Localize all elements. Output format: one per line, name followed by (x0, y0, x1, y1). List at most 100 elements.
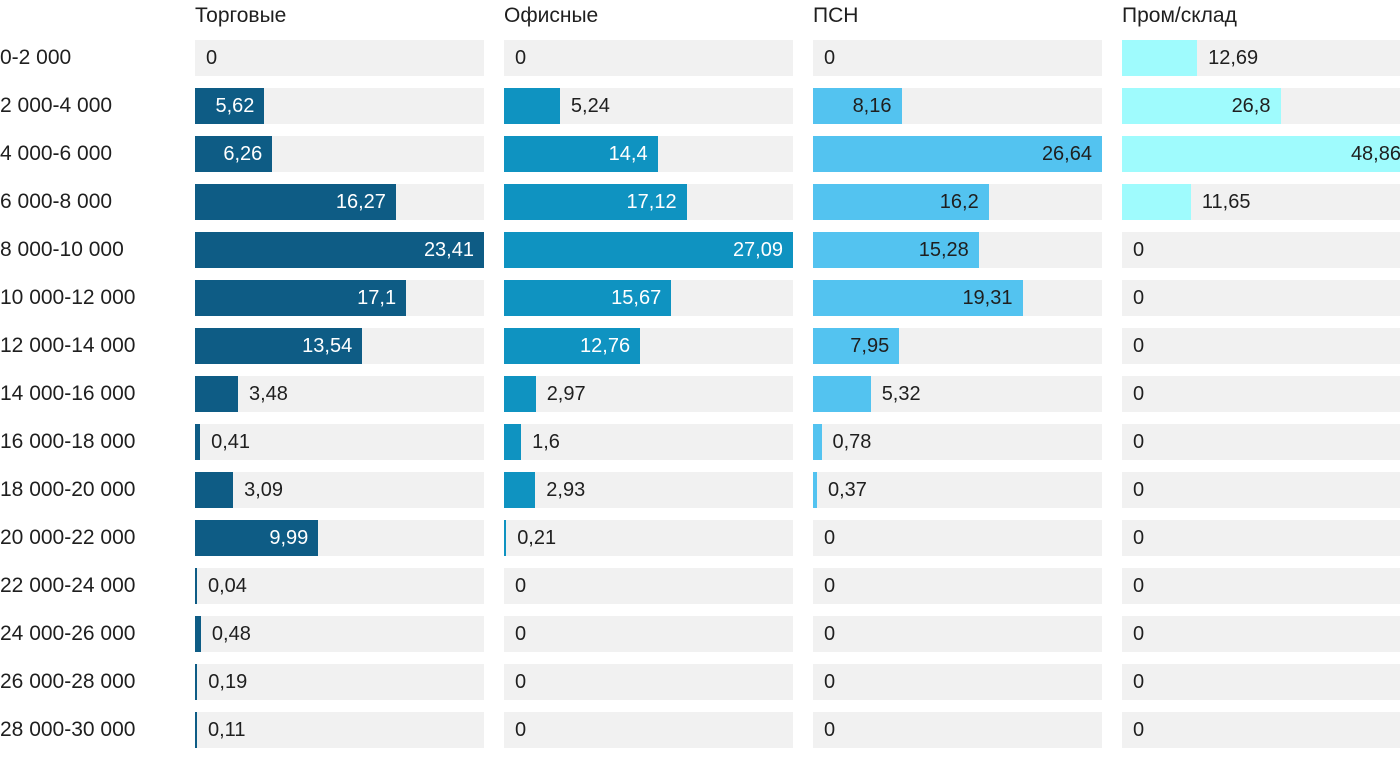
bar-value-label: 6,26 (223, 143, 263, 165)
bar[interactable] (813, 184, 989, 220)
bar[interactable] (1122, 40, 1198, 76)
bar[interactable] (813, 376, 871, 412)
bar[interactable] (1122, 184, 1191, 220)
row-label: 6 000-8 000 (0, 190, 113, 213)
bar-track: 5,62 (195, 88, 484, 124)
bar-track: 7,95 (813, 328, 1102, 364)
bar[interactable] (1122, 136, 1400, 172)
row-label: 24 000-26 000 (0, 622, 136, 645)
bar-track: 0 (195, 40, 484, 76)
bar-track: 5,24 (504, 88, 793, 124)
bar[interactable] (195, 88, 265, 124)
bar-track: 0 (813, 568, 1102, 604)
bar[interactable] (504, 520, 507, 556)
bar-value-label: 0 (824, 623, 836, 645)
bar[interactable] (504, 376, 536, 412)
bar[interactable] (195, 328, 363, 364)
bar[interactable] (504, 328, 641, 364)
bar[interactable] (813, 424, 822, 460)
bar-value-label: 0 (1133, 575, 1145, 597)
bar-track: 0 (504, 40, 793, 76)
row-label: 22 000-24 000 (0, 574, 136, 597)
column-header-2: Офисные (504, 4, 599, 27)
bar-value-label: 5,32 (881, 383, 921, 405)
bar[interactable] (504, 232, 793, 268)
bar-value-label: 0 (1133, 479, 1145, 501)
bar-track: 0 (813, 40, 1102, 76)
bar-track: 0 (1122, 520, 1400, 556)
bar-value-label: 7,95 (850, 335, 890, 357)
row-label: 16 000-18 000 (0, 430, 136, 453)
bar[interactable] (504, 184, 687, 220)
bar-track: 15,28 (813, 232, 1102, 268)
bar-track: 12,69 (1122, 40, 1400, 76)
bar-value-label: 19,31 (962, 287, 1013, 309)
bar-track: 0 (1122, 664, 1400, 700)
row-label: 2 000-4 000 (0, 94, 113, 117)
bar-track: 0 (1122, 424, 1400, 460)
bar-track: 0,04 (195, 568, 484, 604)
bar[interactable] (195, 232, 484, 268)
row-label: 10 000-12 000 (0, 286, 136, 309)
bar-value-label: 2,97 (546, 383, 586, 405)
bar-value-label: 12,76 (580, 335, 631, 357)
bar-value-label: 0,19 (208, 671, 248, 693)
bar-track: 0 (504, 664, 793, 700)
bar-value-label: 0 (515, 671, 527, 693)
bar-track: 1,6 (504, 424, 793, 460)
row-label: 20 000-22 000 (0, 526, 136, 549)
bar-track: 0,48 (195, 616, 484, 652)
bar[interactable] (195, 136, 273, 172)
bar[interactable] (195, 568, 197, 604)
bar[interactable] (195, 520, 319, 556)
bar-track: 6,26 (195, 136, 484, 172)
bar-value-label: 48,86 (1350, 143, 1400, 165)
bar[interactable] (813, 472, 817, 508)
bar[interactable] (195, 664, 198, 700)
bar-track: 13,54 (195, 328, 484, 364)
bar-value-label: 5,24 (570, 95, 610, 117)
bar[interactable] (813, 136, 1102, 172)
bar[interactable] (813, 232, 979, 268)
bar[interactable] (195, 616, 201, 652)
bar-value-label: 0,37 (828, 479, 867, 501)
bar-track: 17,12 (504, 184, 793, 220)
bar-track: 0,21 (504, 520, 793, 556)
bar[interactable] (504, 424, 522, 460)
bar[interactable] (504, 472, 536, 508)
bar-track: 12,76 (504, 328, 793, 364)
bar[interactable] (813, 280, 1023, 316)
bar[interactable] (195, 184, 396, 220)
bar-value-label: 11,65 (1201, 191, 1251, 213)
bar-track: 0 (813, 616, 1102, 652)
bar-value-label: 0 (1133, 527, 1145, 549)
bar-track: 3,48 (195, 376, 484, 412)
bar-value-label: 9,99 (269, 527, 309, 549)
bar[interactable] (195, 280, 407, 316)
bar-value-label: 0 (1133, 287, 1145, 309)
bar[interactable] (195, 424, 201, 460)
row-label: 14 000-16 000 (0, 382, 136, 405)
bar-track: 26,8 (1122, 88, 1400, 124)
bar-track: 0 (1122, 280, 1400, 316)
bar[interactable] (504, 136, 658, 172)
bar-track: 0 (813, 712, 1102, 748)
bar[interactable] (504, 280, 672, 316)
bar-track: 0,37 (813, 472, 1102, 508)
bar-track: 11,65 (1122, 184, 1400, 220)
bar[interactable] (813, 88, 902, 124)
bar-value-label: 0 (206, 47, 218, 69)
bar[interactable] (813, 328, 900, 364)
bar-track: 0 (504, 616, 793, 652)
bar-value-label: 0 (824, 47, 836, 69)
bar-value-label: 0 (824, 719, 836, 741)
bar[interactable] (195, 472, 234, 508)
bar[interactable] (195, 376, 238, 412)
bar-value-label: 1,6 (532, 431, 560, 453)
bar-value-label: 0 (1133, 239, 1145, 261)
bar[interactable] (195, 712, 197, 748)
bar[interactable] (504, 88, 560, 124)
bar[interactable] (1122, 88, 1281, 124)
bar-track: 0 (1122, 232, 1400, 268)
bar-track: 3,09 (195, 472, 484, 508)
